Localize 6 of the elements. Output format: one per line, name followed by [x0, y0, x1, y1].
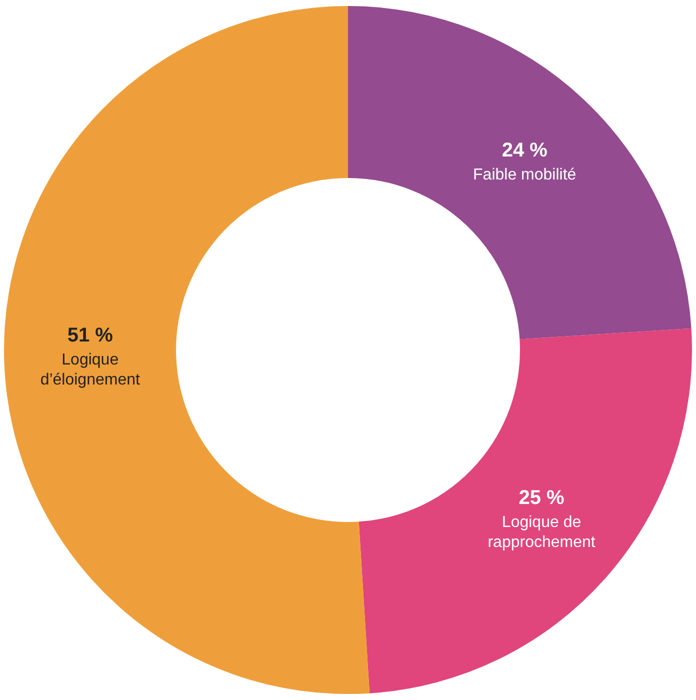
- slice-label: Logique d’éloignement: [40, 352, 140, 389]
- data-label: 51 %: [67, 324, 114, 347]
- data-label: 24 %: [502, 139, 548, 162]
- data-label: 25 %: [518, 487, 565, 510]
- slice-label: Logique de rapprochement: [488, 514, 596, 552]
- slice-label: Faible mobilité: [473, 166, 576, 184]
